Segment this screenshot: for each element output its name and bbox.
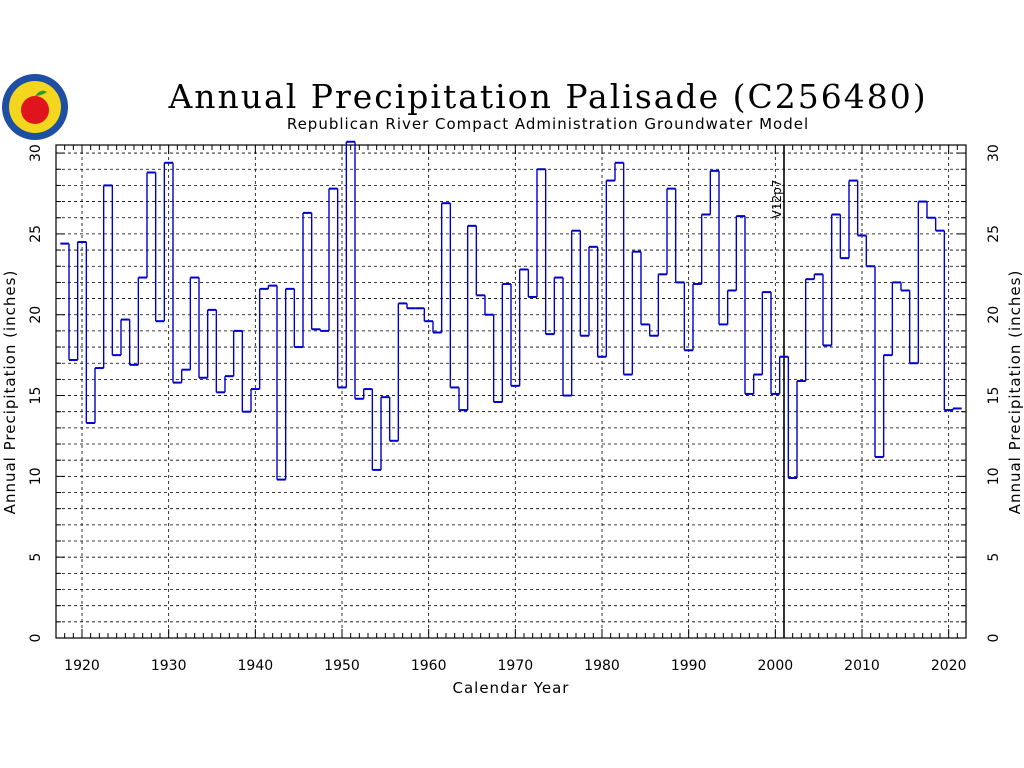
y-tick-label-right: 0 [986, 634, 1002, 643]
y-tick-label-right: 25 [986, 225, 1002, 243]
grid-lines [56, 145, 966, 638]
x-tick-label: 1930 [151, 658, 187, 674]
y-tick-label-left: 15 [28, 387, 44, 405]
y-tick-label-left: 10 [28, 467, 44, 485]
y-tick-label-left: 30 [28, 144, 44, 162]
x-tick-label: 1920 [64, 658, 100, 674]
x-tick-label: 1980 [584, 658, 620, 674]
x-tick-label: 2010 [844, 658, 880, 674]
y-axis-label-left: Annual Precipitation (inches) [1, 270, 19, 515]
marker-label: V12p7 [770, 180, 784, 219]
y-tick-label-left: 5 [28, 553, 44, 562]
x-tick-label: 1990 [671, 658, 707, 674]
x-tick-label: 2020 [931, 658, 967, 674]
y-tick-label-left: 20 [28, 306, 44, 324]
x-tick-label: 1940 [238, 658, 274, 674]
x-tick-label: 1960 [411, 658, 447, 674]
logo-seal [2, 74, 68, 140]
version-marker: V12p7 [770, 145, 785, 638]
logo-leaf-icon [35, 90, 47, 96]
y-tick-label-right: 30 [986, 144, 1002, 162]
x-tick-label: 1950 [324, 658, 360, 674]
chart-subtitle: Republican River Compact Administration … [287, 115, 809, 133]
chart-title: Annual Precipitation Palisade (C256480) [167, 77, 927, 116]
x-tick-label: 1970 [498, 658, 534, 674]
y-tick-label-right: 10 [986, 467, 1002, 485]
x-tick-label: 2000 [758, 658, 794, 674]
y-axis-label-right: Annual Precipitation (inches) [1006, 270, 1024, 515]
y-tick-label-right: 5 [986, 553, 1002, 562]
y-tick-label-left: 0 [28, 634, 44, 643]
x-axis-label: Calendar Year [453, 679, 570, 697]
precipitation-series [60, 140, 962, 481]
logo-apple-icon [21, 96, 49, 124]
y-tick-label-right: 15 [986, 387, 1002, 405]
y-tick-label-right: 20 [986, 306, 1002, 324]
plot-frame [55, 144, 967, 639]
y-tick-label-left: 25 [28, 225, 44, 243]
